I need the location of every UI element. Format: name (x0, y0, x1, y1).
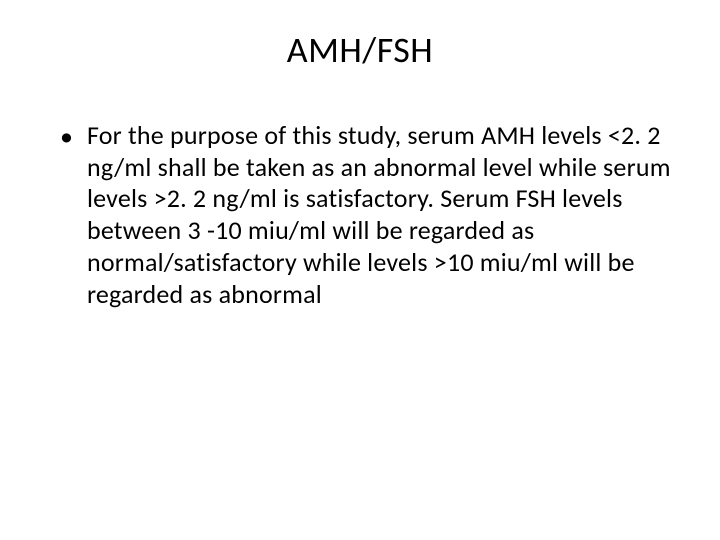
slide-container: AMH/FSH • For the purpose of this study,… (0, 0, 720, 540)
bullet-marker: • (60, 120, 73, 154)
slide-title: AMH/FSH (40, 28, 680, 72)
bullet-text: For the purpose of this study, serum AMH… (87, 120, 680, 310)
slide-content: • For the purpose of this study, serum A… (40, 120, 680, 310)
bullet-item: • For the purpose of this study, serum A… (60, 120, 680, 310)
